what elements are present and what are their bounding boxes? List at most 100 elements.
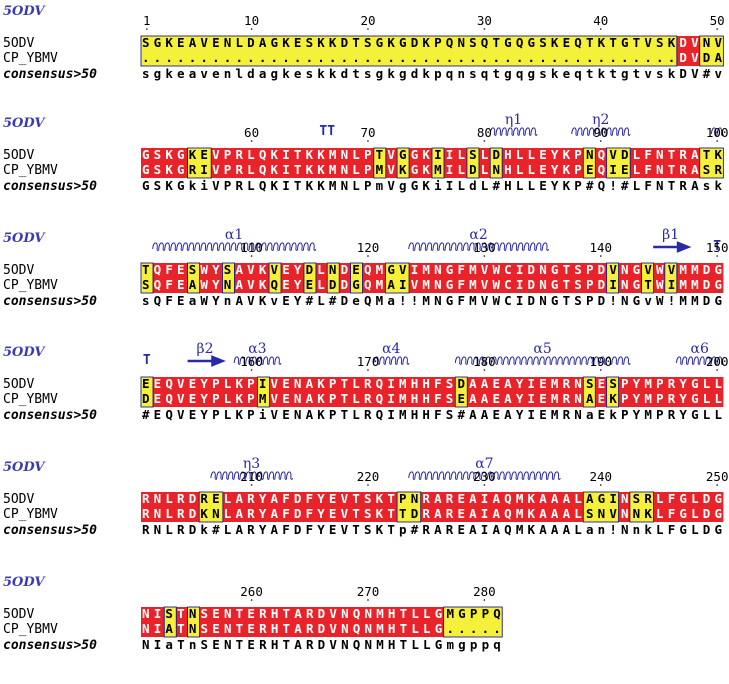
- similarity-frame: [140, 376, 154, 408]
- strand-arrow: [653, 241, 692, 253]
- similar-column: [303, 263, 316, 293]
- similarity-frame: [664, 262, 678, 294]
- identical-column: [443, 148, 456, 178]
- similar-column: [571, 36, 584, 66]
- similar-column: [513, 36, 526, 66]
- helix-glyph: [675, 356, 724, 365]
- position-dot: [483, 255, 486, 257]
- identical-column: [350, 492, 363, 522]
- similarity-frame: [699, 35, 724, 67]
- similar-column: [606, 377, 619, 407]
- identical-column: [350, 607, 363, 637]
- identical-column: [699, 492, 712, 522]
- identical-column: [594, 263, 607, 293]
- similar-column: [641, 36, 654, 66]
- identical-column: [303, 377, 316, 407]
- similar-column: [397, 263, 410, 293]
- similar-column: [373, 148, 386, 178]
- position-dot: [250, 140, 253, 142]
- identical-column: [175, 492, 188, 522]
- identical-column: [501, 492, 514, 522]
- identical-column: [466, 377, 479, 407]
- position-number: 210: [240, 469, 263, 484]
- position-dot: [599, 140, 602, 142]
- identical-column: [234, 263, 247, 293]
- identical-column: [210, 263, 223, 293]
- identical-column: [501, 148, 514, 178]
- identical-column: [688, 263, 701, 293]
- identical-column: [699, 263, 712, 293]
- similarity-frame: [443, 606, 503, 638]
- identical-column: [513, 148, 526, 178]
- similar-column: [432, 36, 445, 66]
- similar-column: [664, 263, 677, 293]
- identical-column: [525, 377, 538, 407]
- identical-column: [164, 492, 177, 522]
- identical-column: [443, 492, 456, 522]
- sequence-name: CP_YBMV: [3, 622, 58, 637]
- similar-column: [583, 377, 596, 407]
- similar-column: [257, 36, 270, 66]
- identical-column: [234, 148, 247, 178]
- identical-column: [327, 607, 340, 637]
- identical-column: [280, 607, 293, 637]
- position-number: 270: [357, 584, 380, 599]
- identical-column: [280, 377, 293, 407]
- helix-glyph: [571, 127, 631, 136]
- identical-column: [222, 148, 235, 178]
- identical-column: [269, 148, 282, 178]
- helix-glyph: [210, 471, 293, 480]
- identical-column: [408, 377, 421, 407]
- identical-column: [432, 492, 445, 522]
- similarity-frame: [582, 147, 596, 179]
- position-number: 250: [706, 469, 729, 484]
- structure-label: 5ODV: [3, 4, 46, 19]
- similar-column: [618, 36, 631, 66]
- similar-column: [303, 36, 316, 66]
- identical-column: [653, 377, 666, 407]
- similarity-frame: [350, 262, 364, 294]
- identical-column: [292, 263, 305, 293]
- identical-column: [292, 492, 305, 522]
- similar-column: [466, 148, 479, 178]
- similar-column: [385, 263, 398, 293]
- identical-column: [362, 377, 375, 407]
- similar-column: [641, 492, 654, 522]
- similar-column: [164, 607, 177, 637]
- sequence-name: CP_YBMV: [3, 278, 58, 293]
- similarity-frame: [303, 262, 317, 294]
- helix-glyph: [373, 356, 410, 365]
- structure-label: 5ODV: [3, 575, 46, 590]
- position-dot: [367, 255, 369, 257]
- identical-column: [338, 607, 351, 637]
- identical-column: [560, 377, 573, 407]
- identical-column: [711, 492, 724, 522]
- identical-column: [152, 148, 165, 178]
- similar-column: [327, 36, 340, 66]
- secondary-structure-label: α5: [533, 341, 551, 357]
- similar-column: [560, 36, 573, 66]
- identical-column: [280, 263, 293, 293]
- position-dot: [483, 140, 486, 142]
- similar-column: [257, 377, 270, 407]
- similar-column: [152, 36, 165, 66]
- position-number: 50: [710, 13, 725, 28]
- similar-column: [280, 36, 293, 66]
- helix-glyph: [408, 471, 561, 480]
- similar-column: [594, 36, 607, 66]
- identical-column: [338, 148, 351, 178]
- similar-column: [711, 36, 724, 66]
- position-dot: [367, 140, 369, 142]
- identical-column: [420, 492, 433, 522]
- identical-column: [536, 492, 549, 522]
- similar-column: [443, 36, 456, 66]
- identical-column: [571, 492, 584, 522]
- secondary-structure-label: β1: [662, 227, 679, 243]
- identical-column: [583, 263, 596, 293]
- position-dot: [146, 28, 148, 30]
- similarity-frame: [641, 262, 655, 294]
